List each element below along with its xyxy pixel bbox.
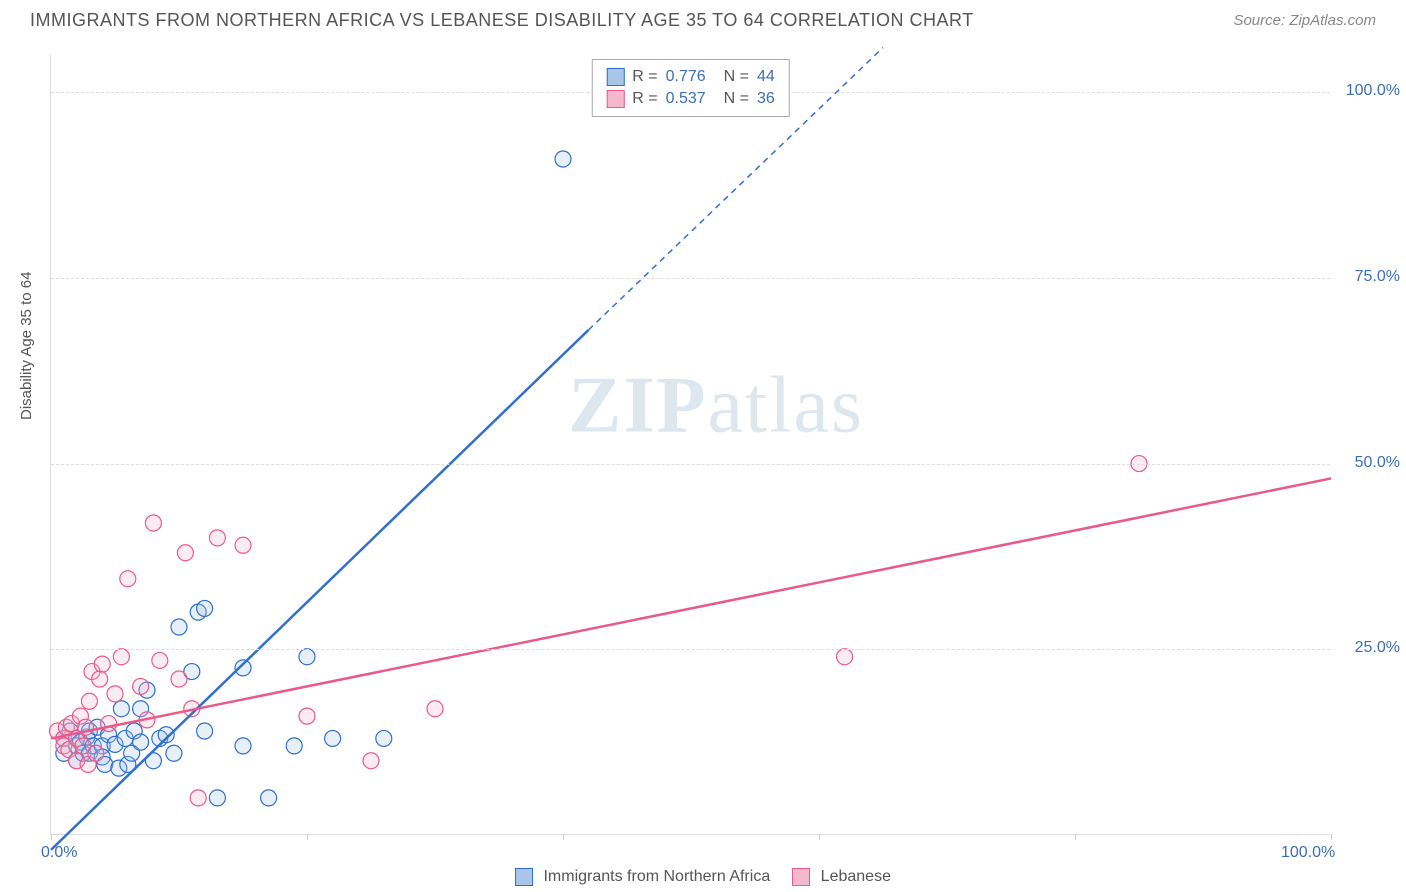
y-tick-label: 100.0%	[1346, 82, 1400, 100]
r-label: R =	[632, 90, 657, 108]
legend-row-series-a: R = 0.776 N = 44	[606, 66, 774, 88]
x-tick-mark	[819, 834, 820, 840]
swatch-series-b-bottom	[792, 868, 810, 886]
legend-row-series-b: R = 0.537 N = 36	[606, 88, 774, 110]
r-label: R =	[632, 68, 657, 86]
x-tick-mark	[1331, 834, 1332, 840]
n-label: N =	[724, 68, 749, 86]
y-tick-label: 75.0%	[1355, 268, 1400, 286]
series-a-name: Immigrants from Northern Africa	[543, 868, 770, 885]
gridline	[51, 278, 1330, 279]
gridline	[51, 649, 1330, 650]
swatch-series-a-bottom	[515, 868, 533, 886]
swatch-series-a	[606, 68, 624, 86]
x-tick-label: 100.0%	[1281, 844, 1335, 862]
y-axis-label: Disability Age 35 to 64	[18, 272, 35, 420]
n-label: N =	[724, 90, 749, 108]
x-tick-label: 0.0%	[41, 844, 77, 862]
legend-series: Immigrants from Northern Africa Lebanese	[515, 868, 891, 886]
y-tick-label: 50.0%	[1355, 454, 1400, 472]
x-tick-mark	[563, 834, 564, 840]
x-tick-mark	[307, 834, 308, 840]
n-value-a: 44	[757, 68, 775, 86]
gridline	[51, 464, 1330, 465]
plot-svg	[51, 55, 1330, 834]
legend-item-a: Immigrants from Northern Africa	[515, 868, 770, 886]
source-label[interactable]: Source: ZipAtlas.com	[1233, 12, 1376, 29]
swatch-series-b	[606, 90, 624, 108]
legend-stats: R = 0.776 N = 44 R = 0.537 N = 36	[591, 59, 789, 117]
n-value-b: 36	[757, 90, 775, 108]
r-value-b: 0.537	[666, 90, 716, 108]
legend-item-b: Lebanese	[792, 868, 891, 886]
r-value-a: 0.776	[666, 68, 716, 86]
x-tick-mark	[51, 834, 52, 840]
y-tick-label: 25.0%	[1355, 639, 1400, 657]
series-b-name: Lebanese	[821, 868, 891, 885]
chart-title: IMMIGRANTS FROM NORTHERN AFRICA VS LEBAN…	[30, 10, 974, 31]
chart-area: R = 0.776 N = 44 R = 0.537 N = 36 ZIPatl…	[50, 55, 1330, 835]
x-tick-mark	[1075, 834, 1076, 840]
